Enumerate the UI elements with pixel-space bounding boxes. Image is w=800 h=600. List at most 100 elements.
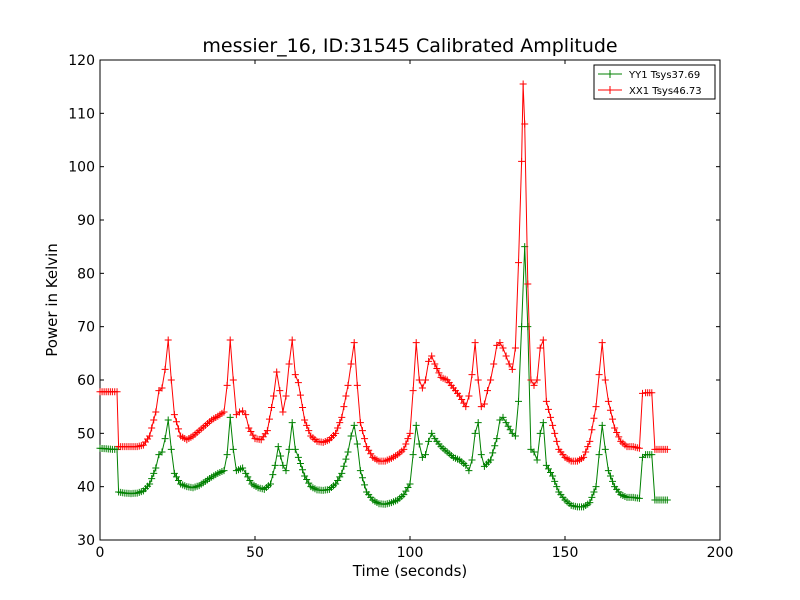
data-point-marker — [418, 384, 426, 392]
data-point-marker — [294, 453, 302, 461]
legend-box — [593, 64, 716, 100]
data-point-marker — [402, 487, 410, 495]
y-tick-label: 60 — [77, 373, 95, 389]
data-point-marker — [551, 477, 559, 485]
data-point-marker — [462, 403, 470, 411]
data-point-marker — [150, 416, 158, 424]
data-point-marker — [268, 404, 276, 412]
data-point-marker — [146, 480, 154, 488]
x-tick-label: 150 — [552, 545, 579, 561]
data-point-marker — [404, 435, 412, 443]
data-point-marker — [338, 469, 346, 477]
data-point-marker — [425, 437, 433, 445]
data-point-marker — [244, 473, 252, 481]
data-point-marker — [229, 445, 237, 453]
data-point-marker — [635, 494, 643, 502]
data-point-marker — [527, 376, 535, 384]
data-point-marker — [288, 419, 296, 427]
data-point-marker — [595, 371, 603, 379]
data-point-marker — [271, 461, 279, 469]
data-point-marker — [291, 445, 299, 453]
data-point-marker — [524, 323, 532, 331]
data-point-marker — [406, 429, 414, 437]
data-point-marker — [511, 344, 519, 352]
data-point-marker — [175, 425, 183, 433]
data-point-marker — [553, 483, 561, 491]
data-point-marker — [406, 480, 414, 488]
data-point-marker — [400, 445, 408, 453]
data-point-marker — [524, 280, 532, 288]
data-point-marker — [152, 408, 160, 416]
data-point-marker — [648, 389, 656, 397]
y-tick-label: 90 — [77, 213, 95, 229]
data-point-marker — [172, 473, 180, 481]
data-point-marker — [167, 445, 175, 453]
data-point-marker — [518, 323, 526, 331]
data-point-marker — [519, 80, 527, 88]
data-point-marker — [342, 455, 350, 463]
data-point-marker — [499, 344, 507, 352]
data-point-marker — [353, 381, 361, 389]
data-point-marker — [551, 429, 559, 437]
data-point-marker — [489, 449, 497, 457]
data-point-marker — [236, 408, 243, 416]
data-point-marker — [158, 448, 166, 456]
data-point-marker — [356, 419, 364, 427]
data-point-marker — [246, 476, 254, 484]
data-point-marker — [592, 403, 600, 411]
data-point-marker — [465, 392, 473, 400]
data-point-marker — [506, 426, 514, 434]
data-point-marker — [263, 427, 271, 435]
data-point-marker — [431, 360, 439, 368]
data-point-marker — [487, 456, 495, 464]
data-point-marker — [533, 376, 541, 384]
data-point-marker — [358, 474, 366, 482]
data-point-marker — [544, 465, 552, 473]
data-point-marker — [226, 413, 234, 421]
data-point-marker — [536, 429, 544, 437]
x-tick-label: 0 — [96, 545, 105, 561]
data-point-marker — [521, 120, 529, 128]
data-point-marker — [584, 443, 592, 451]
data-point-marker — [611, 424, 619, 432]
y-tick-label: 40 — [77, 480, 95, 496]
data-point-marker — [539, 336, 547, 344]
data-point-marker — [609, 477, 617, 485]
data-point-marker — [164, 416, 172, 424]
data-point-marker — [588, 493, 596, 501]
data-point-marker — [615, 433, 623, 441]
data-point-marker — [347, 360, 355, 368]
data-point-marker — [484, 387, 491, 395]
data-point-marker — [515, 397, 522, 405]
data-point-marker — [170, 411, 178, 419]
data-point-marker — [553, 437, 561, 445]
data-point-marker — [544, 405, 552, 413]
plot-area: 0 50 100 150 200 30 40 50 60 70 80 90 100 110 120 — [68, 53, 733, 561]
data-point-marker — [508, 365, 516, 373]
data-point-marker — [539, 419, 547, 427]
data-point-marker — [474, 376, 482, 384]
data-point-marker — [340, 462, 348, 470]
data-point-marker — [291, 371, 299, 379]
legend-label: XX1 Tsys46.73 — [629, 86, 702, 97]
data-point-marker — [223, 451, 231, 459]
data-point-marker — [590, 414, 598, 422]
data-point-marker — [301, 416, 309, 424]
y-tick-label: 30 — [77, 533, 95, 549]
data-point-marker — [336, 473, 344, 481]
data-point-marker — [338, 413, 346, 421]
data-point-marker — [663, 496, 671, 504]
data-point-marker — [477, 451, 485, 459]
tick-layer: 0 50 100 150 200 30 40 50 60 70 80 90 100 110 120 — [68, 53, 733, 561]
data-point-marker — [635, 444, 643, 452]
data-point-marker — [164, 336, 172, 344]
data-point-marker — [336, 419, 344, 427]
y-tick-label: 100 — [68, 160, 95, 176]
data-point-marker — [161, 435, 169, 443]
data-point-marker — [303, 476, 311, 484]
data-point-marker — [239, 464, 247, 472]
data-point-marker — [487, 376, 495, 384]
data-point-marker — [592, 483, 600, 491]
y-tick-label: 70 — [77, 320, 95, 336]
data-point-marker — [609, 415, 617, 423]
